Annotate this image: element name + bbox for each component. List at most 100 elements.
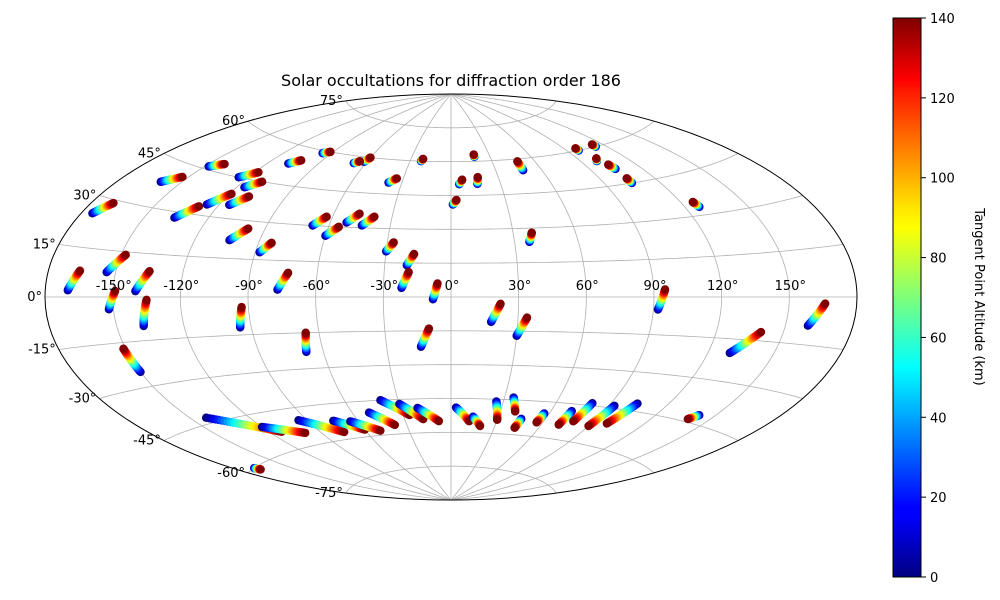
occultation-point xyxy=(109,198,118,208)
occultation-point xyxy=(434,416,444,426)
longitude-tick-label: -60° xyxy=(303,279,331,294)
occultation-point xyxy=(244,192,254,201)
occultation-track xyxy=(402,249,419,270)
latitude-tick-label: 15° xyxy=(33,238,56,253)
occultation-point xyxy=(457,175,467,184)
longitude-tick-label: -30° xyxy=(370,279,398,294)
occultation-point xyxy=(392,174,402,183)
meridian-line xyxy=(450,94,790,500)
occultation-point xyxy=(602,419,612,428)
occultation-track xyxy=(803,299,830,330)
occultation-point xyxy=(622,174,631,183)
latitude-tick-label: -15° xyxy=(28,343,56,358)
occultation-point xyxy=(119,344,128,353)
occultation-track xyxy=(225,224,253,245)
occultation-point xyxy=(227,189,236,199)
occultation-point xyxy=(592,154,601,163)
occultation-track xyxy=(571,144,583,155)
occultation-point xyxy=(688,197,697,207)
occultation-point xyxy=(433,279,442,288)
colorbar-tick-label: 120 xyxy=(930,92,955,107)
occultation-point xyxy=(510,407,520,416)
occultation-point xyxy=(604,160,613,169)
occultation-track xyxy=(473,172,482,189)
occultation-track xyxy=(416,324,434,351)
latitude-tick-label: 45° xyxy=(138,147,161,162)
colorbar-label: Tangent Point Altitude (km) xyxy=(971,207,986,385)
meridian-line xyxy=(450,94,520,500)
occultation-track xyxy=(235,302,246,332)
occultation-point xyxy=(660,285,670,294)
occultation-track xyxy=(592,154,601,166)
occultation-point xyxy=(492,415,502,425)
occultation-track xyxy=(131,266,154,296)
occultation-track xyxy=(381,238,398,256)
meridian-line xyxy=(450,94,587,500)
occultation-track xyxy=(119,344,145,377)
occultation-point xyxy=(473,172,482,182)
occultation-track xyxy=(273,268,293,294)
colorbar-tick-label: 20 xyxy=(930,491,947,506)
occultation-point xyxy=(110,286,120,296)
occultation-track xyxy=(349,157,365,168)
occultation-point xyxy=(389,238,398,247)
longitude-tick-label: 30° xyxy=(508,279,531,294)
occultation-point xyxy=(409,249,419,259)
latitude-tick-label: 0° xyxy=(27,290,42,305)
colorbar-tick-label: 40 xyxy=(930,411,947,426)
occultation-track xyxy=(202,189,236,209)
occultation-point xyxy=(554,420,563,429)
meridian-line xyxy=(450,94,655,500)
occultation-point xyxy=(527,228,536,237)
meridian-line xyxy=(179,94,452,500)
occultation-track xyxy=(63,266,85,295)
latitude-tick-label: -30° xyxy=(69,392,97,407)
occultation-point xyxy=(370,212,379,221)
occultation-track xyxy=(512,313,532,340)
occultation-track xyxy=(234,168,263,182)
occultation-point xyxy=(75,266,85,275)
meridian-line xyxy=(382,94,452,500)
occultation-track xyxy=(301,328,311,357)
occultation-track xyxy=(308,212,331,230)
occultation-track xyxy=(397,267,413,293)
occultation-point xyxy=(301,328,310,337)
colorbar-gradient xyxy=(892,17,922,578)
occultation-track xyxy=(492,397,502,425)
occultation-point xyxy=(256,465,265,474)
occultation-track xyxy=(225,192,254,210)
occultation-point xyxy=(513,157,522,166)
occultation-track xyxy=(513,157,528,175)
occultation-track xyxy=(204,159,229,171)
occultation-track xyxy=(448,195,461,209)
occultation-track xyxy=(102,250,130,277)
occultation-point xyxy=(220,159,229,169)
chart-title: Solar occultations for diffraction order… xyxy=(281,71,621,90)
occultation-track xyxy=(416,154,428,166)
occultation-point xyxy=(297,156,306,165)
longitude-tick-label: -90° xyxy=(235,279,263,294)
occultation-point xyxy=(475,421,485,431)
occultation-point xyxy=(584,421,593,431)
colorbar-tick-label: 80 xyxy=(930,252,947,267)
colorbar-tick-label: 100 xyxy=(930,172,955,187)
latitude-tick-label: 75° xyxy=(320,94,343,109)
occultation-track xyxy=(683,411,704,424)
occultation-point xyxy=(390,420,399,430)
occultation-point xyxy=(267,238,276,248)
occultation-point xyxy=(404,267,413,277)
occultation-point xyxy=(145,266,154,276)
occultation-track xyxy=(104,286,120,314)
occultation-track xyxy=(455,175,467,189)
occultation-track xyxy=(510,414,526,432)
occultation-point xyxy=(496,299,505,309)
colorbar-tick-label: 140 xyxy=(930,12,955,27)
occultation-point xyxy=(322,212,331,221)
occultation-point xyxy=(683,414,693,424)
occultation-tracks xyxy=(63,140,830,474)
longitude-tick-labels: -150° -120° -90° -60° -30° 0° 30° 60° 90° 120° 150… xyxy=(96,279,806,294)
occultation-point xyxy=(178,172,187,182)
occultation-track xyxy=(509,393,520,416)
occultation-point xyxy=(756,327,766,337)
